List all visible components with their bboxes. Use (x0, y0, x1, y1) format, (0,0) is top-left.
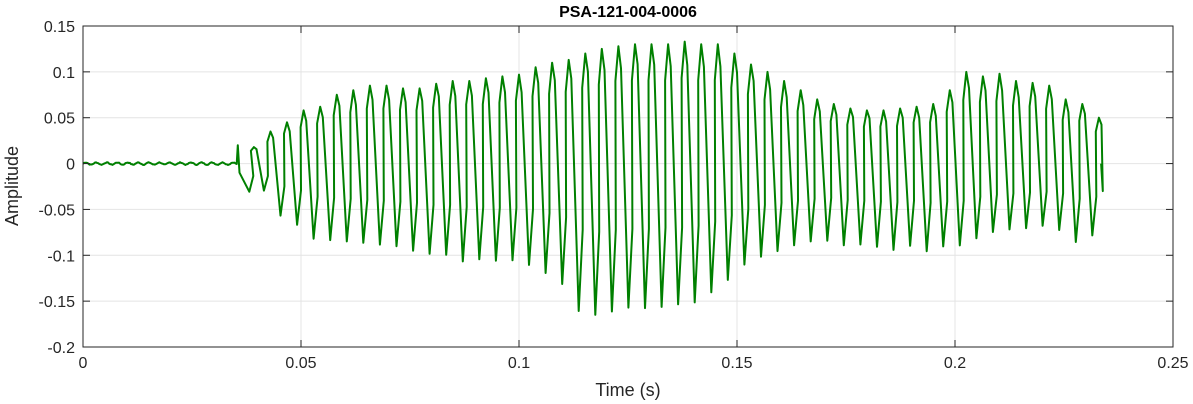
plot-frame (82, 25, 1174, 348)
chart-title: PSA-121-004-0006 (559, 4, 697, 21)
y-tick-label: -0.15 (39, 294, 76, 311)
x-tick-label: 0.05 (285, 355, 316, 372)
y-tick-label: 0.1 (53, 65, 75, 82)
x-tick-label: 0.25 (1157, 355, 1188, 372)
x-tick-label: 0.15 (721, 355, 752, 372)
x-tick-label: 0.2 (944, 355, 966, 372)
x-tick-label: 0.1 (508, 355, 530, 372)
axis-ticks (82, 25, 1174, 348)
y-tick-label: -0.2 (47, 340, 75, 357)
y-axis-label: Amplitude (2, 146, 22, 226)
series-layer (82, 40, 1104, 316)
y-tick-label: 0 (66, 157, 75, 174)
x-tick-labels: 0 0.05 0.1 0.15 0.2 0.25 (79, 355, 1189, 372)
y-tick-label: -0.1 (47, 248, 75, 265)
series-line (82, 40, 1104, 316)
x-axis-label: Time (s) (595, 380, 660, 400)
y-tick-label: 0.15 (44, 19, 75, 36)
y-tick-label: -0.05 (39, 202, 76, 219)
y-tick-labels: -0.2 -0.15 -0.1 -0.05 0 0.05 0.1 0.15 (39, 19, 76, 357)
y-tick-label: 0.05 (44, 111, 75, 128)
x-tick-label: 0 (79, 355, 88, 372)
